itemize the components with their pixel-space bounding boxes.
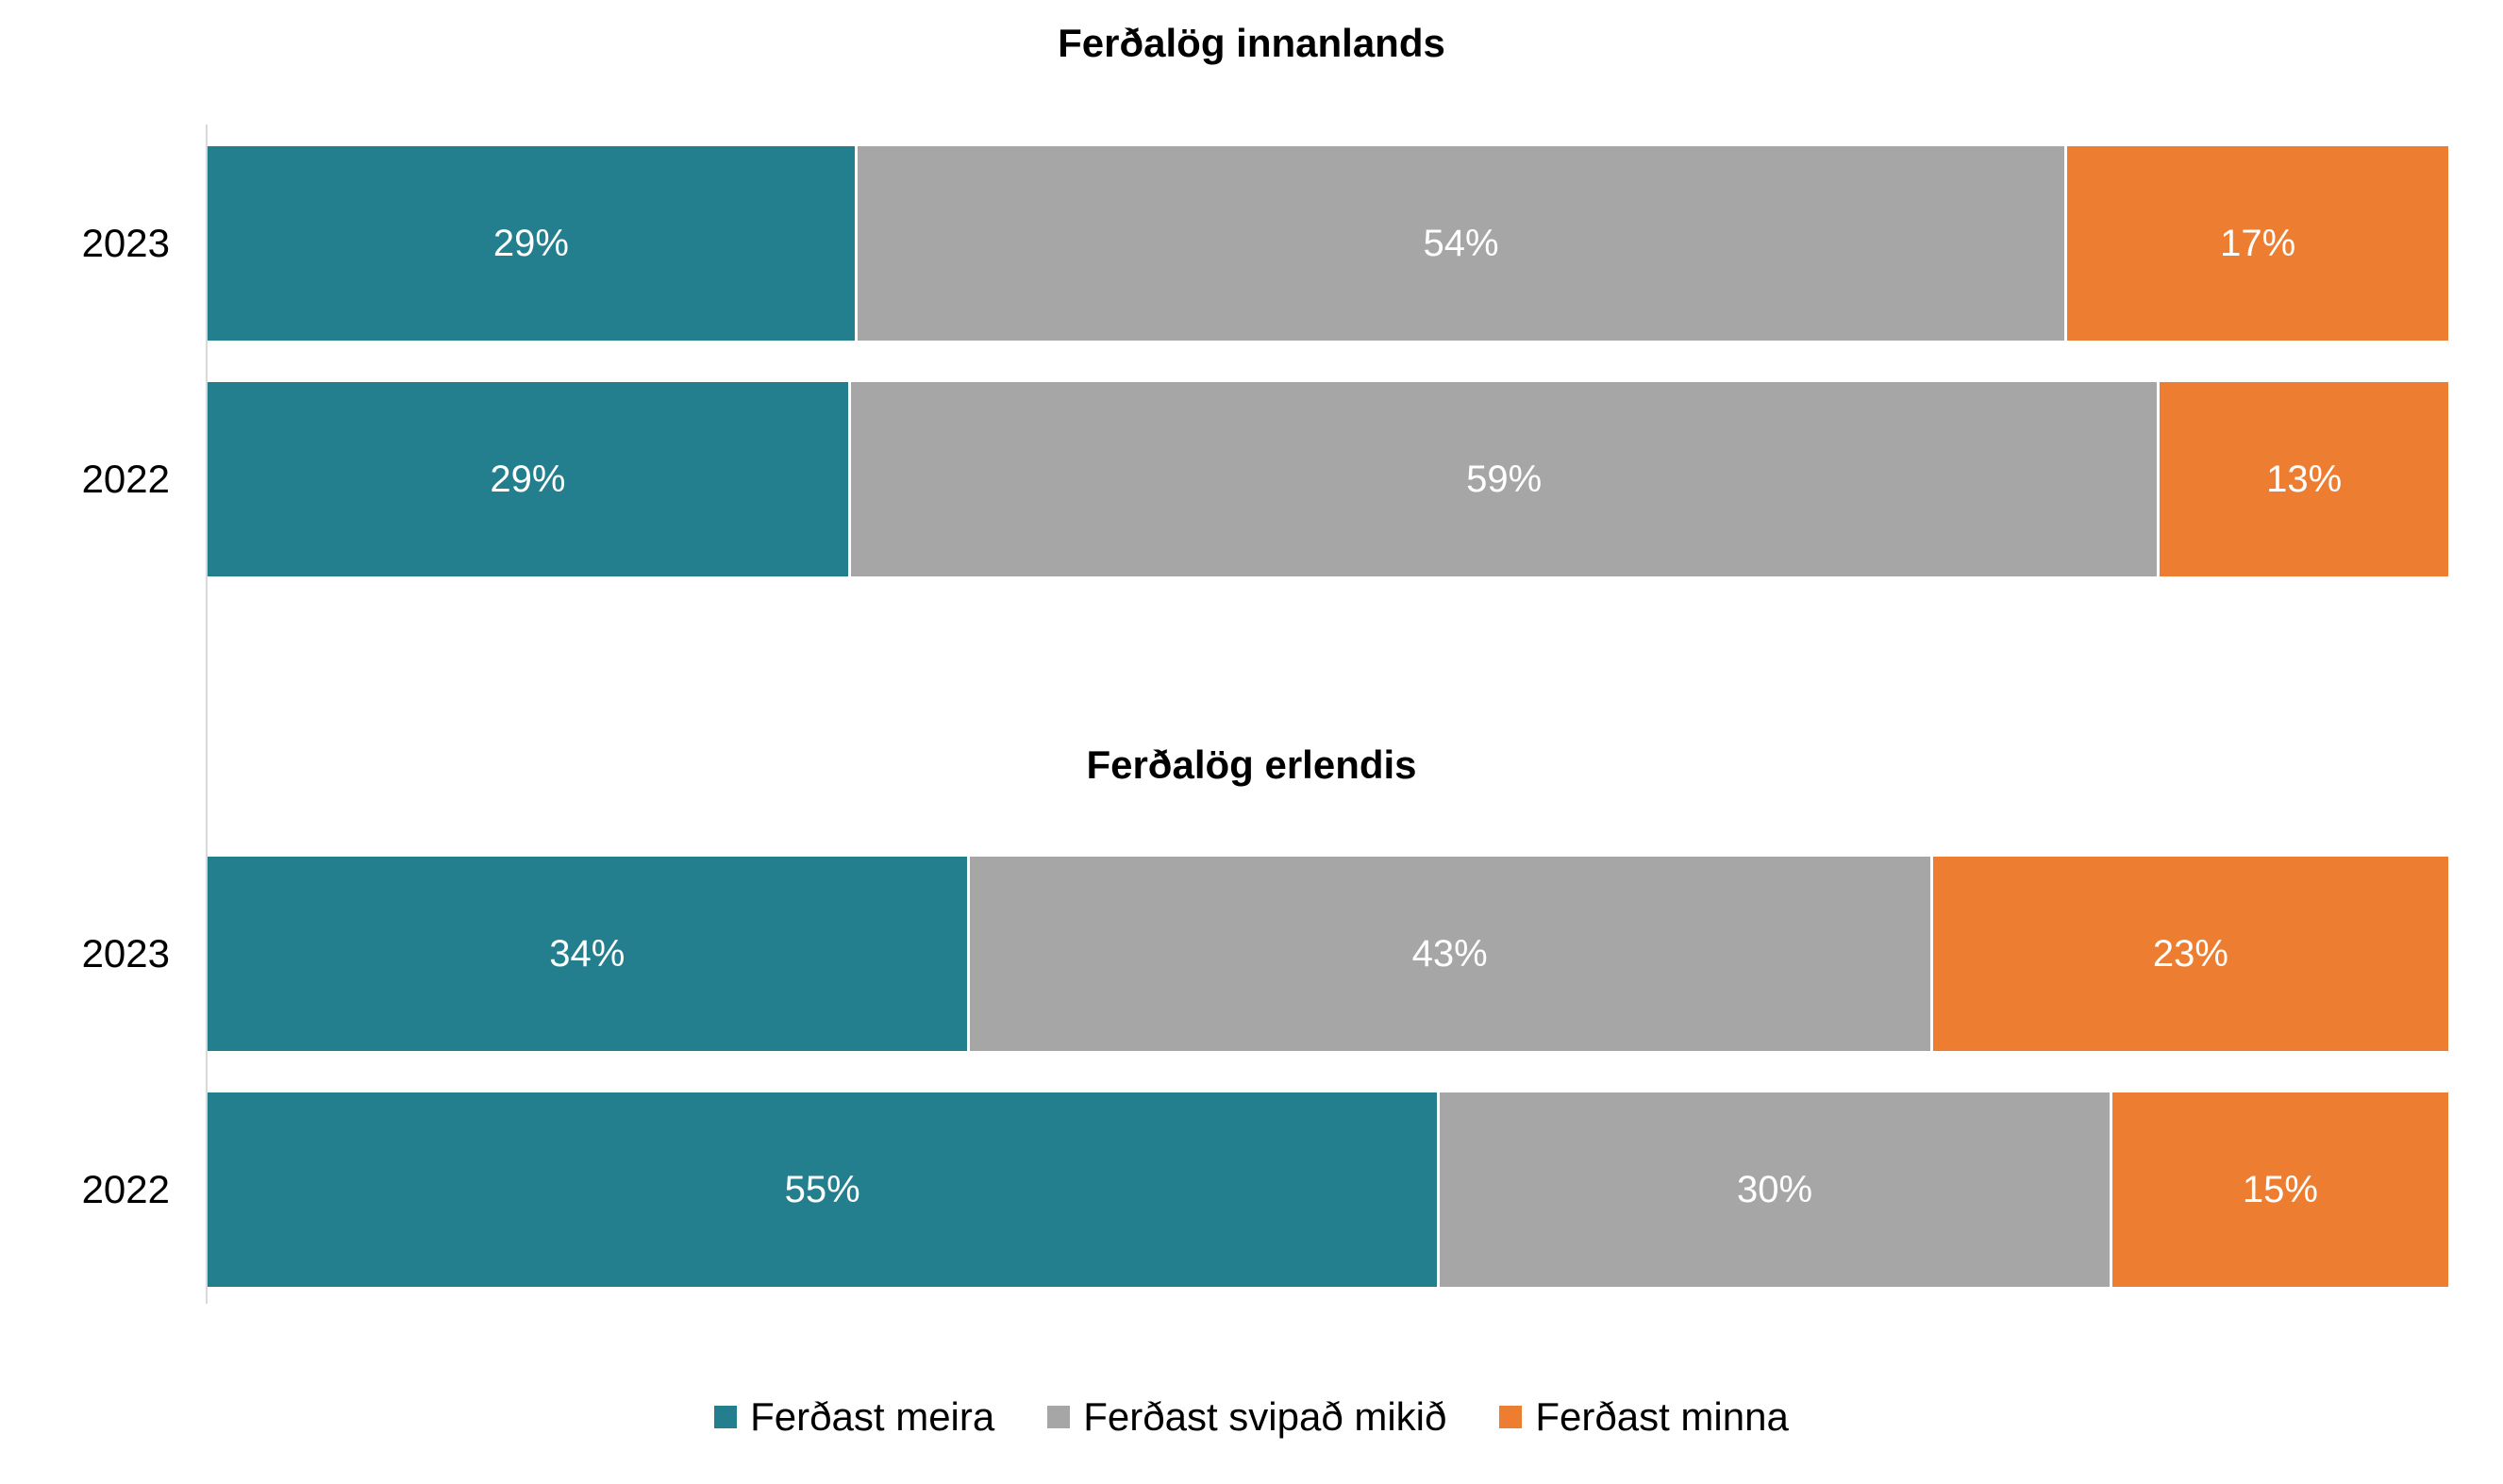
legend-item-minna: Ferðast minna	[1499, 1394, 1789, 1440]
data-label: 55%	[784, 1168, 860, 1210]
segment-minna: 13%	[2160, 382, 2448, 576]
segment-minna: 17%	[2067, 146, 2448, 341]
segment-svipad: 59%	[850, 382, 2161, 576]
data-label: 54%	[1423, 222, 1499, 264]
legend: Ferðast meira Ferðast svipað mikið Ferða…	[0, 1394, 2503, 1440]
bar-row: 29% 59% 13%	[208, 382, 2448, 576]
bar-row: 55% 30% 15%	[208, 1092, 2448, 1287]
legend-label: Ferðast minna	[1535, 1394, 1789, 1439]
data-label: 29%	[490, 458, 566, 500]
segment-minna: 23%	[1932, 857, 2448, 1051]
segment-minna: 15%	[2111, 1092, 2448, 1287]
data-label: 17%	[2220, 222, 2296, 264]
data-label: 23%	[2152, 932, 2228, 975]
segment-svipad: 30%	[1440, 1092, 2112, 1287]
year-label: 2023	[81, 931, 170, 975]
panel-title-innanlands: Ferðalög innanlands	[1058, 21, 1445, 65]
segment-meira: 29%	[208, 146, 858, 341]
data-label: 43%	[1411, 932, 1488, 975]
legend-label: Ferðast meira	[750, 1394, 995, 1439]
category-axis-line	[206, 125, 208, 1304]
segment-meira: 55%	[208, 1092, 1441, 1287]
bar-row: 29% 54% 17%	[208, 146, 2448, 341]
segment-svipad: 54%	[857, 146, 2068, 341]
data-label: 34%	[549, 932, 626, 975]
data-label: 15%	[2242, 1168, 2318, 1210]
legend-swatch	[714, 1406, 738, 1428]
legend-item-svipad: Ferðast svipað mikið	[1047, 1394, 1446, 1440]
data-label: 59%	[1466, 458, 1543, 500]
segment-svipad: 43%	[969, 857, 1933, 1051]
year-label: 2022	[81, 1167, 170, 1211]
legend-swatch	[1047, 1406, 1071, 1428]
data-label: 13%	[2266, 458, 2343, 500]
panel-title-erlendis: Ferðalög erlendis	[1086, 742, 1417, 787]
legend-swatch	[1499, 1406, 1523, 1428]
legend-item-meira: Ferðast meira	[714, 1394, 994, 1440]
year-label: 2022	[81, 457, 170, 501]
data-label: 30%	[1736, 1168, 1813, 1210]
segment-meira: 29%	[208, 382, 851, 576]
year-label: 2023	[81, 221, 170, 265]
segment-meira: 34%	[208, 857, 970, 1051]
data-label: 29%	[492, 222, 569, 264]
bar-row: 34% 43% 23%	[208, 857, 2448, 1051]
legend-label: Ferðast svipað mikið	[1083, 1394, 1447, 1439]
